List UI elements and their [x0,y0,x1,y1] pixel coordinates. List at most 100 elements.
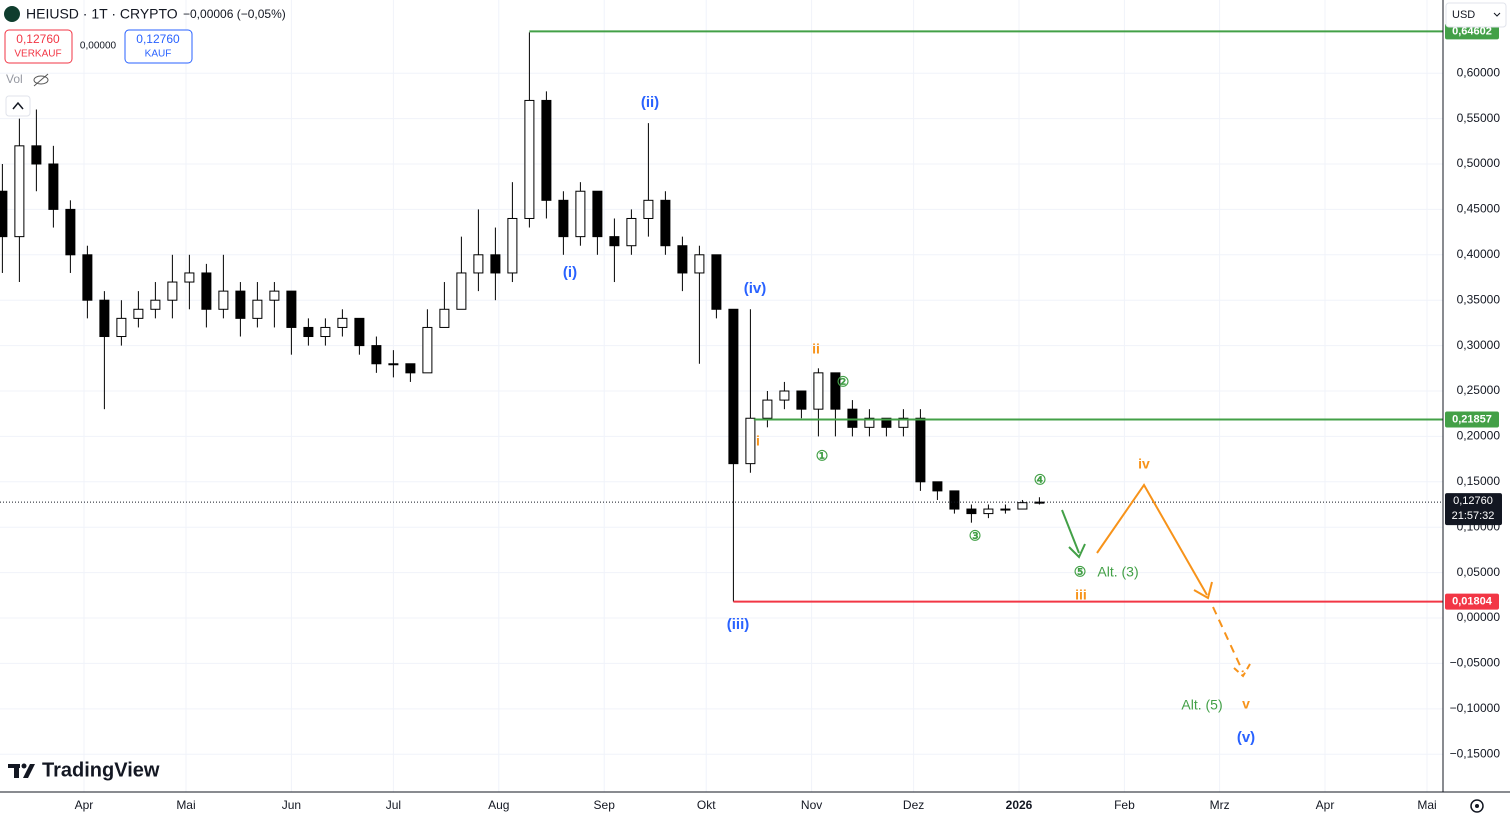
sell-button[interactable] [4,29,73,64]
wave-label: ⑤ [1074,564,1087,580]
candle-body [966,508,977,515]
x-tick-label: Nov [801,798,822,812]
wave-label: ii [812,341,820,357]
price-badge-label: 0,64602 [1452,25,1492,37]
price-axis [1443,0,1510,820]
y-tick-label: 0,30000 [1457,338,1501,352]
candle-body [371,345,382,365]
candle-body [235,290,246,319]
candle-body [830,372,841,410]
candle-body [31,145,42,165]
y-tick-label: 0,55000 [1457,111,1501,125]
candle-body [218,290,229,310]
price-badge-label: 0,21857 [1452,413,1492,425]
x-tick-label: Aug [488,798,509,812]
brand: TradingView [42,759,160,781]
last-price-label: 0,12760 [1453,495,1493,507]
dropdown-icon [1493,12,1501,17]
candle-body [48,163,59,210]
candle-body [728,308,739,465]
axis-labels: −0,15000 −0,10000 −0,05000 0,00000 0,05000 0,… [75,23,1502,812]
x-tick-label: Mai [1417,798,1436,812]
y-tick-label: 0,15000 [1457,474,1501,488]
candle-body [847,408,858,428]
countdown: 21:57:32 [1452,510,1495,522]
x-tick-label: 2026 [1006,798,1033,812]
y-tick-label: 0,25000 [1457,383,1501,397]
candle-body [898,417,909,428]
candle-body [405,363,416,374]
settings-icon[interactable] [1470,799,1484,813]
wave-label: iii [1075,587,1087,603]
collapse-icon [12,101,24,110]
candle-body [0,190,8,238]
spread: 0,00000 [80,41,117,52]
candle-body [422,326,433,374]
x-tick-label: Feb [1114,798,1135,812]
wave-label: ③ [969,528,982,544]
price-badge [1445,411,1499,428]
y-tick-label: 0,45000 [1457,202,1501,216]
candle-body [99,299,110,338]
candle-body [915,417,926,483]
wave-label: (iii) [727,616,750,633]
buy-price: 0,12760 [136,32,180,46]
price-badge [1445,593,1499,610]
arrow [1212,606,1244,673]
wave-label: (ii) [641,94,659,111]
candle-body [643,199,654,219]
wave-label: Alt. (5) [1181,697,1222,713]
collapse-button[interactable] [5,95,31,117]
x-tick-label: Jun [282,798,301,812]
candle-body [677,245,688,274]
wave-label: iv [1138,456,1150,472]
candle-body [524,99,535,219]
wave-label: i [756,433,760,449]
currency: USD [1452,9,1475,21]
candle-body [303,326,314,338]
y-tick-label: 0,35000 [1457,292,1501,306]
candle-body [609,236,620,247]
last-price-badge [1445,493,1502,526]
candle-body [745,417,756,465]
candle-body [1034,501,1045,504]
candle-body [660,199,671,247]
symbol: HEIUSD · 1T · CRYPTO [26,6,178,22]
candle-body [983,508,994,515]
arrow [1061,509,1080,554]
y-tick-label: 0,20000 [1457,429,1501,443]
x-tick-label: Apr [1316,798,1335,812]
candle-body [320,326,331,338]
candle-body [14,145,25,238]
hide-icon[interactable] [33,73,49,87]
y-tick-label: 0,50000 [1457,156,1501,170]
wave-label: (i) [563,264,577,281]
x-tick-label: Apr [75,798,94,812]
projection [1061,483,1251,678]
y-tick-label: 0,05000 [1457,565,1501,579]
arrow-head [1068,543,1086,559]
plot [0,30,1443,603]
candle-body [167,281,178,301]
candle-body [388,363,399,366]
buy-button[interactable] [124,29,193,64]
volume-label: Vol [6,72,23,86]
wave-label: ① [816,448,829,464]
wave-label: v [1242,696,1250,712]
candle-body [626,217,637,247]
y-tick-label: −0,05000 [1450,656,1501,670]
x-tick-label: Jul [386,798,401,812]
candle-body [116,317,127,338]
currency-select[interactable] [1445,2,1507,28]
candle-body [354,317,365,347]
buy-label: KAUF [145,49,172,60]
time-axis [0,792,1510,820]
wave-label: (v) [1237,729,1255,746]
candle-body [694,254,705,274]
wave-label: ② [837,374,850,390]
candle-body [133,308,144,319]
candle-body [762,399,773,419]
candle-body [796,390,807,410]
